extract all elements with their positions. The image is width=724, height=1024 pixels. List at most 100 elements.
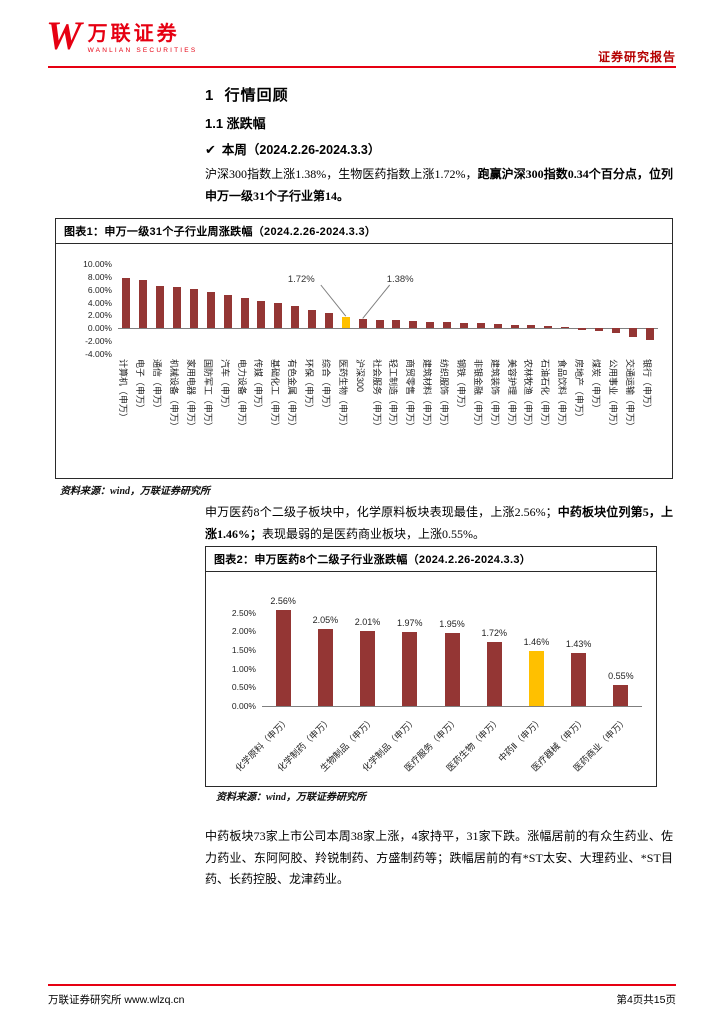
brand-name-en: WANLIAN SECURITIES bbox=[87, 47, 198, 54]
y-axis-tick-label: 2.00% bbox=[87, 310, 112, 321]
bar-value-label: 1.95% bbox=[439, 619, 465, 630]
bar bbox=[392, 320, 401, 329]
figure-2-source: 资料来源：wind，万联证券研究所 bbox=[216, 792, 367, 803]
category-label-text: 非银金融（申万） bbox=[472, 359, 483, 432]
paragraph-subsectors: 申万医药8个二级子板块中，化学原料板块表现最佳，上涨2.56%；中药板块位列第5… bbox=[205, 502, 673, 545]
annotation-label: 1.38% bbox=[386, 274, 414, 285]
brand-block: 万联证券 WANLIAN SECURITIES bbox=[88, 23, 198, 54]
industry-weekly-change-chart: 10.00% 8.00% 6.00% 4.00% 2.00% 0.00% -2.00% -4.… bbox=[56, 244, 672, 478]
y-axis-tick-label: 1.50% bbox=[231, 645, 256, 655]
category-label-text: 煤炭（申万） bbox=[590, 359, 601, 414]
category-label-text: 机械设备（申万） bbox=[169, 359, 180, 432]
category-label-text: 电子（申万） bbox=[135, 359, 146, 414]
category-label-text: 环保（申万） bbox=[304, 359, 315, 414]
text-segment: 跑赢沪深300指数0.34个百分点，位列申万一级31个子行业第14。 bbox=[205, 167, 673, 203]
bar bbox=[156, 285, 165, 329]
category-label-text: 家用电器（申万） bbox=[185, 359, 196, 432]
annotation-label: 1.72% bbox=[287, 274, 315, 285]
category-label-text: 社会服务（申万） bbox=[371, 359, 382, 432]
bar bbox=[240, 298, 249, 329]
category-label-text: 纺织服饰（申万） bbox=[439, 359, 450, 432]
text-segment: 沪深300指数上涨1.38%，生物医药指数上涨1.72%， bbox=[205, 167, 478, 181]
bar bbox=[571, 652, 587, 706]
bar bbox=[628, 328, 637, 337]
pharma-subsector-change-chart: 2.50% 2.00% 1.50% 1.00% 0.50% 0.00% 2.56% 化学原料（… bbox=[206, 572, 656, 786]
week-bullet: ✔ 本周（2024.2.26-2024.3.3） bbox=[205, 139, 380, 158]
bar-value-label: 1.72% bbox=[481, 627, 507, 638]
bar bbox=[206, 292, 215, 329]
y-axis-tick-label: 8.00% bbox=[87, 271, 112, 282]
category-label-text: 基础化工（申万） bbox=[270, 359, 281, 432]
bar bbox=[317, 629, 333, 706]
category-label-text: 食品饮料（申万） bbox=[557, 359, 568, 432]
text-segment: 表现最弱的是医药商业板块，上涨0.55%。 bbox=[262, 526, 486, 541]
figure-1-source: 资料来源：wind，万联证券研究所 bbox=[60, 486, 211, 497]
category-label-text: 建筑装饰（申万） bbox=[489, 359, 500, 432]
bar-value-label: 0.55% bbox=[608, 671, 634, 682]
bar bbox=[409, 320, 418, 329]
bar-value-label: 1.46% bbox=[523, 637, 550, 648]
category-label-text: 电力设备（申万） bbox=[236, 359, 247, 432]
bar bbox=[459, 322, 468, 329]
bar bbox=[139, 280, 148, 329]
bar bbox=[443, 322, 452, 329]
bar bbox=[594, 328, 603, 332]
bar bbox=[444, 633, 460, 706]
bar bbox=[613, 685, 629, 706]
paragraph-market-review: 沪深300指数上涨1.38%，生物医药指数上涨1.72%，跑赢沪深300指数0.… bbox=[205, 164, 673, 207]
week-range-label: 本周（2024.2.26-2024.3.3） bbox=[221, 143, 381, 157]
category-label-text: 公用事业（申万） bbox=[607, 359, 618, 432]
report-type-label: 证券研究报告 bbox=[597, 50, 676, 64]
logo-w-icon: W bbox=[46, 13, 82, 58]
category-label-text: 有色金属（申万） bbox=[287, 359, 298, 432]
footer-rule bbox=[48, 984, 676, 986]
page-number: 第4页共15页 bbox=[616, 994, 676, 1006]
category-label-text: 商贸零售（申万） bbox=[405, 359, 416, 432]
y-axis-tick-label: 4.00% bbox=[87, 297, 112, 308]
category-label-text: 钢铁（申万） bbox=[455, 359, 466, 414]
figure-1-caption: 图表1：申万一级31个子行业周涨跌幅（2024.2.26-2024.3.3） bbox=[56, 219, 672, 244]
category-label-text: 建筑材料（申万） bbox=[422, 359, 433, 432]
figure-2-caption: 图表2：申万医药8个二级子行业涨跌幅（2024.2.26-2024.3.3） bbox=[206, 547, 656, 572]
bar bbox=[223, 294, 232, 329]
bar bbox=[324, 312, 333, 329]
bar bbox=[274, 303, 283, 329]
category-label-text: 银行（申万） bbox=[641, 359, 652, 414]
category-label-text: 交通运输（申万） bbox=[624, 359, 635, 432]
text-segment: 中药板块位列第5，上涨1.46%； bbox=[205, 505, 673, 541]
brand-name-cn: 万联证券 bbox=[87, 23, 180, 45]
footer-institute-url: 万联证券研究所 www.wlzq.cn bbox=[48, 994, 185, 1006]
y-axis-tick-label: -4.00% bbox=[85, 349, 112, 359]
category-label-text: 传媒（申万） bbox=[253, 359, 264, 414]
wanlian-logo: W 万联证券 WANLIAN SECURITIES bbox=[46, 13, 198, 58]
bar bbox=[360, 630, 376, 706]
y-axis-tick-label: -2.00% bbox=[85, 336, 112, 347]
bar bbox=[645, 328, 654, 341]
bar bbox=[561, 326, 570, 329]
subsection-heading: 1.1 涨跌幅 bbox=[205, 116, 266, 131]
bar bbox=[291, 306, 300, 329]
y-axis-tick-label: 0.00% bbox=[87, 323, 112, 334]
bar bbox=[358, 319, 367, 329]
bar-value-label: 1.97% bbox=[397, 618, 423, 629]
bar bbox=[486, 641, 502, 706]
category-label-text: 计算机（申万） bbox=[118, 359, 129, 423]
bar-value-label: 2.05% bbox=[312, 615, 339, 626]
bar-highlighted bbox=[528, 651, 544, 706]
bar bbox=[308, 309, 317, 329]
y-axis-tick-label: 2.50% bbox=[231, 607, 256, 618]
check-icon: ✔ bbox=[205, 142, 216, 157]
bar-value-label: 2.01% bbox=[354, 616, 381, 627]
text-segment: 申万医药8个二级子板块中，化学原料板块表现最佳，上涨2.56%； bbox=[205, 505, 558, 519]
bar bbox=[275, 610, 291, 706]
bar bbox=[189, 289, 198, 329]
category-label-text: 汽车（申万） bbox=[219, 359, 230, 414]
bar bbox=[611, 328, 620, 333]
bar bbox=[527, 325, 536, 329]
category-label-text: 国防军工（申万） bbox=[202, 359, 213, 432]
category-label-text: 通信（申万） bbox=[152, 359, 163, 414]
figure-2: 图表2：申万医药8个二级子行业涨跌幅（2024.2.26-2024.3.3） 2… bbox=[205, 546, 657, 787]
y-axis-tick-label: 2.00% bbox=[231, 626, 256, 637]
bar-value-label: 1.43% bbox=[565, 638, 592, 649]
